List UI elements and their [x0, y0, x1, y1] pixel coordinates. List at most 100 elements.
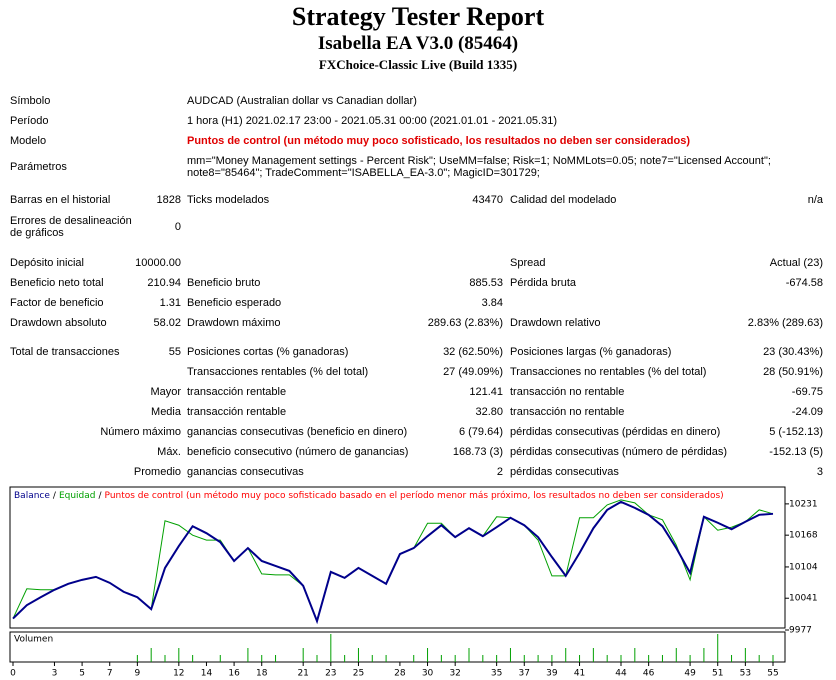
- legend-separator: /: [53, 491, 57, 501]
- stat-value: 58.02: [153, 317, 181, 329]
- stat-label: ganancias consecutivas (beneficio en din…: [187, 426, 408, 438]
- x-tick-label: 28: [394, 669, 406, 679]
- stat-label: Beneficio esperado: [187, 297, 282, 309]
- field-value: mm="Money Management settings - Percent …: [187, 155, 771, 179]
- x-tick-label: 25: [353, 669, 364, 679]
- field-value: AUDCAD (Australian dollar vs Canadian do…: [187, 95, 417, 107]
- field-value: 1 hora (H1) 2021.02.17 23:00 - 2021.05.3…: [187, 115, 558, 127]
- stat-label: pérdidas consecutivas: [510, 466, 619, 478]
- stat-value: 10000.00: [135, 257, 181, 269]
- x-tick-label: 49: [684, 669, 696, 679]
- x-tick-label: 46: [643, 669, 655, 679]
- stat-label: transacción no rentable: [510, 386, 625, 398]
- x-tick-label: 12: [173, 669, 184, 679]
- stat-value: 2: [496, 466, 503, 478]
- x-tick-label: 39: [546, 669, 558, 679]
- stat-label: Spread: [510, 257, 546, 269]
- stat-label: Errores de desalineación de gráficos: [10, 215, 132, 239]
- x-tick-label: 51: [712, 669, 723, 679]
- stat-label: Barras en el historial: [10, 194, 111, 206]
- stat-value: Máx.: [157, 446, 181, 458]
- x-tick-label: 7: [107, 669, 113, 679]
- report-subtitle: Isabella EA V3.0 (85464): [317, 33, 519, 54]
- stat-label: Posiciones cortas (% ganadoras): [187, 346, 349, 358]
- y-tick-label: 10041: [789, 594, 818, 604]
- stat-value: 168.73 (3): [452, 446, 503, 458]
- x-tick-label: 32: [449, 669, 460, 679]
- field-label: Símbolo: [10, 95, 51, 107]
- stat-value: 121.41: [469, 386, 503, 398]
- stat-value: -674.58: [785, 277, 823, 289]
- report-build: FXChoice-Classic Live (Build 1335): [318, 57, 518, 72]
- x-tick-label: 0: [10, 669, 16, 679]
- stat-label: transacción rentable: [187, 406, 287, 418]
- plot-frame: [9, 486, 786, 629]
- stat-value: Mayor: [150, 386, 181, 398]
- stat-label: Depósito inicial: [10, 257, 84, 269]
- stat-value: 23 (30.43%): [763, 346, 823, 358]
- series-line: [12, 499, 774, 623]
- field-value: Puntos de control (un método muy poco so…: [187, 135, 691, 147]
- stat-value: 2.83% (289.63): [747, 317, 823, 329]
- report-title: Strategy Tester Report: [291, 2, 545, 31]
- stat-value: -152.13 (5): [769, 446, 823, 458]
- field-label: Modelo: [10, 135, 47, 147]
- x-tick-label: 21: [297, 669, 308, 679]
- stat-value: 32 (62.50%): [443, 346, 503, 358]
- stat-value: Promedio: [133, 466, 181, 478]
- x-tick-label: 18: [256, 669, 268, 679]
- stat-value: Actual (23): [769, 257, 823, 269]
- stat-label: transacción no rentable: [510, 406, 625, 418]
- field-label: Parámetros: [10, 161, 67, 173]
- legend-entry: Equidad: [59, 491, 96, 501]
- x-tick-label: 30: [422, 669, 434, 679]
- stat-label: Drawdown absoluto: [10, 317, 107, 329]
- x-tick-label: 37: [519, 669, 530, 679]
- stat-value: 210.94: [147, 277, 181, 289]
- stat-label: transacción rentable: [187, 386, 287, 398]
- stat-value: 32.80: [475, 406, 503, 418]
- stat-value: 1.31: [159, 297, 181, 309]
- y-tick-label: 9977: [789, 626, 812, 636]
- stat-value: 55: [168, 346, 181, 358]
- volume-label: Volumen: [14, 635, 53, 645]
- stat-value: 28 (50.91%): [763, 366, 823, 378]
- stat-value: Media: [151, 406, 181, 418]
- stat-value: 43470: [472, 194, 503, 206]
- stat-label: Drawdown relativo: [510, 317, 601, 329]
- x-tick-label: 35: [491, 669, 502, 679]
- stat-value: 1828: [156, 194, 181, 206]
- x-tick-label: 55: [767, 669, 778, 679]
- stat-value: -24.09: [791, 406, 823, 418]
- stat-value: Número máximo: [100, 426, 181, 438]
- stat-label: Pérdida bruta: [510, 277, 577, 289]
- stat-label: pérdidas consecutivas (número de pérdida…: [510, 446, 728, 458]
- legend: Balance / Equidad / Puntos de control (un mé…: [14, 490, 724, 501]
- stat-value: 0: [174, 221, 181, 233]
- stat-label: Total de transacciones: [10, 346, 120, 358]
- stat-label: ganancias consecutivas: [187, 466, 304, 478]
- stat-label: Transacciones rentables (% del total): [187, 366, 369, 378]
- field-label: Período: [10, 115, 49, 127]
- legend-separator: /: [99, 491, 103, 501]
- stat-value: -69.75: [791, 386, 823, 398]
- y-tick-label: 10168: [789, 531, 818, 541]
- stat-label: Factor de beneficio: [10, 297, 104, 309]
- stat-label: Calidad del modelado: [510, 194, 617, 206]
- stat-label: Posiciones largas (% ganadoras): [510, 346, 672, 358]
- x-tick-label: 41: [574, 669, 585, 679]
- x-tick-label: 16: [228, 669, 240, 679]
- stat-label: Beneficio bruto: [187, 277, 261, 289]
- x-tick-label: 14: [201, 669, 213, 679]
- stat-label: Beneficio neto total: [10, 277, 104, 289]
- x-tick-label: 53: [740, 669, 751, 679]
- legend-note: Puntos de control (un método muy poco so…: [105, 490, 724, 501]
- stat-label: pérdidas consecutivas (pérdidas en diner…: [510, 426, 721, 438]
- legend-entry: Balance: [14, 491, 50, 501]
- stat-value: 6 (79.64): [458, 426, 503, 438]
- volume-frame: [9, 631, 786, 663]
- stat-value: 3: [816, 466, 823, 478]
- series-line: [12, 500, 774, 625]
